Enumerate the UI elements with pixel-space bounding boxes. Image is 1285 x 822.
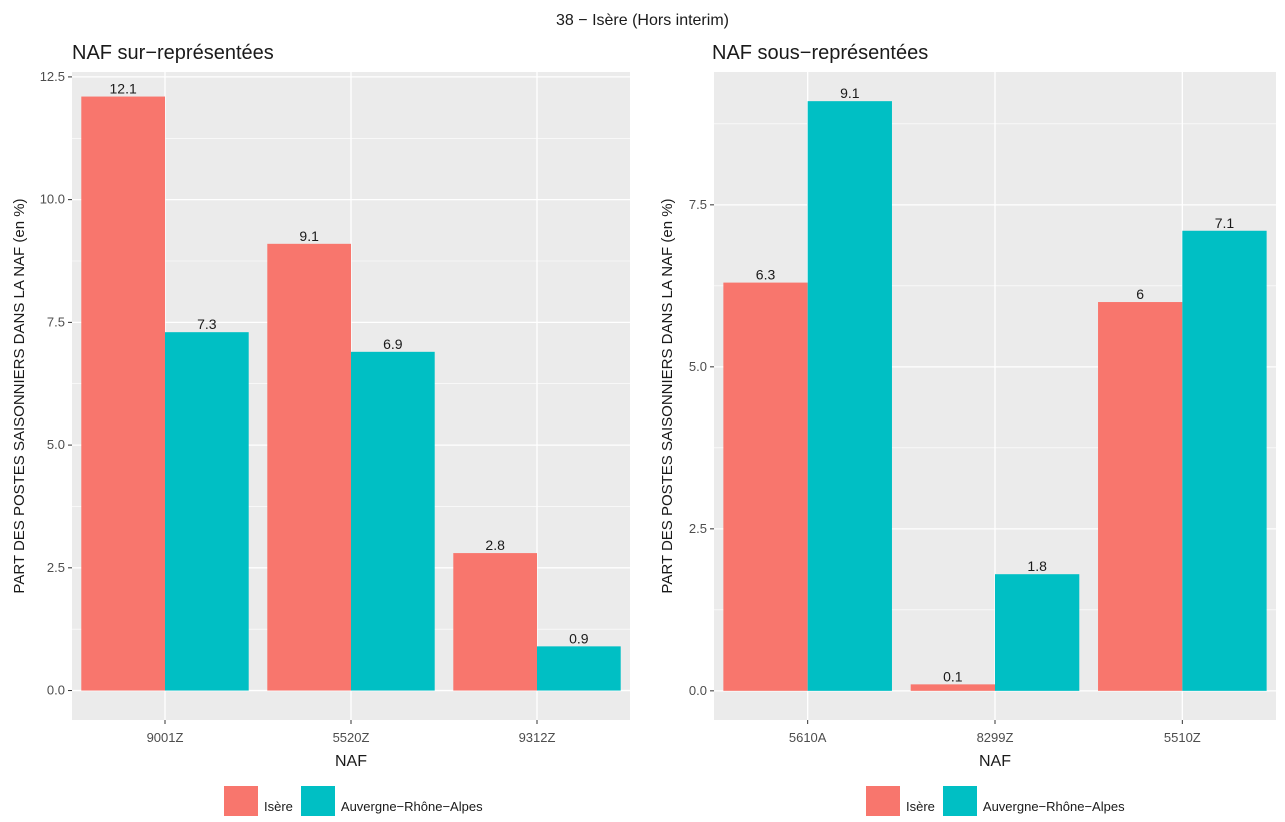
legend-label-auvergne: Auvergne−Rhône−Alpes [982, 798, 1125, 814]
left-x-tick-label: 9312Z [519, 730, 556, 745]
left-bar-isere-5520z [267, 243, 351, 691]
right-bar-auvergne-5510z [1182, 230, 1267, 691]
right-bar-isere-5610a [723, 282, 808, 691]
left-bar-value-label: 7.3 [197, 316, 217, 332]
left-y-axis-title: PART DES POSTES SAISONNIERS DANS LA NAF … [11, 198, 28, 593]
left-legend: Isère Auvergne−Rhône−Alpes [224, 786, 491, 816]
left-bar-auvergne-9001z [165, 332, 249, 691]
left-bar-value-label: 9.1 [299, 228, 319, 244]
left-bar-value-label: 6.9 [383, 336, 403, 352]
left-chart-title: NAF sur−représentées [72, 42, 274, 64]
figure-title: 38 − Isère (Hors interim) [556, 12, 729, 29]
left-bar-isere-9312z [453, 553, 537, 691]
right-bar-value-label: 9.1 [840, 85, 860, 101]
left-bar-auvergne-5520z [351, 351, 435, 691]
left-x-tick-label: 9001Z [147, 730, 184, 745]
right-bar-auvergne-8299z [995, 574, 1080, 691]
left-bar-value-label: 12.1 [110, 81, 137, 97]
legend-swatch-isere [224, 786, 258, 816]
left-y-tick-label: 5.0 [47, 437, 65, 452]
right-x-tick-label: 5510Z [1164, 730, 1201, 745]
right-bar-isere-5510z [1098, 302, 1183, 691]
left-bar-value-label: 2.8 [485, 537, 505, 553]
right-chart-title: NAF sous−représentées [712, 42, 929, 64]
right-x-tick-label: 5610A [789, 730, 827, 745]
legend-label-isere: Isère [906, 798, 935, 814]
right-bar-value-label: 7.1 [1215, 215, 1235, 231]
right-bar-value-label: 6 [1136, 286, 1144, 302]
right-y-tick-label: 5.0 [689, 359, 707, 374]
right-bar-value-label: 0.1 [943, 668, 963, 684]
left-y-tick-label: 2.5 [47, 560, 65, 575]
right-bar-isere-8299z [910, 684, 995, 691]
legend-swatch-isere [866, 786, 900, 816]
legend-swatch-auvergne [300, 786, 335, 816]
legend-label-isere: Isère [264, 798, 293, 814]
right-y-tick-label: 7.5 [689, 197, 707, 212]
right-bar-value-label: 1.8 [1027, 558, 1047, 574]
right-y-tick-label: 2.5 [689, 521, 707, 536]
legend-label-auvergne: Auvergne−Rhône−Alpes [340, 798, 483, 814]
right-y-axis-title: PART DES POSTES SAISONNIERS DANS LA NAF … [659, 198, 676, 593]
right-bar-value-label: 6.3 [756, 267, 776, 283]
right-x-tick-label: 8299Z [977, 730, 1014, 745]
left-x-axis-title: NAF [335, 753, 367, 770]
left-y-tick-label: 10.0 [40, 192, 65, 207]
left-bar-auvergne-9312z [537, 646, 621, 691]
right-y-tick-label: 0.0 [689, 683, 707, 698]
right-legend: Isère Auvergne−Rhône−Alpes [866, 786, 1133, 816]
right-x-axis-title: NAF [979, 753, 1011, 770]
left-y-tick-label: 12.5 [40, 69, 65, 84]
left-y-tick-label: 0.0 [47, 683, 65, 698]
left-y-tick-label: 7.5 [47, 314, 65, 329]
left-bar-value-label: 0.9 [569, 630, 589, 646]
legend-swatch-auvergne [942, 786, 977, 816]
right-bar-auvergne-5610a [807, 101, 892, 691]
left-bar-isere-9001z [81, 96, 165, 691]
left-x-tick-label: 5520Z [333, 730, 370, 745]
